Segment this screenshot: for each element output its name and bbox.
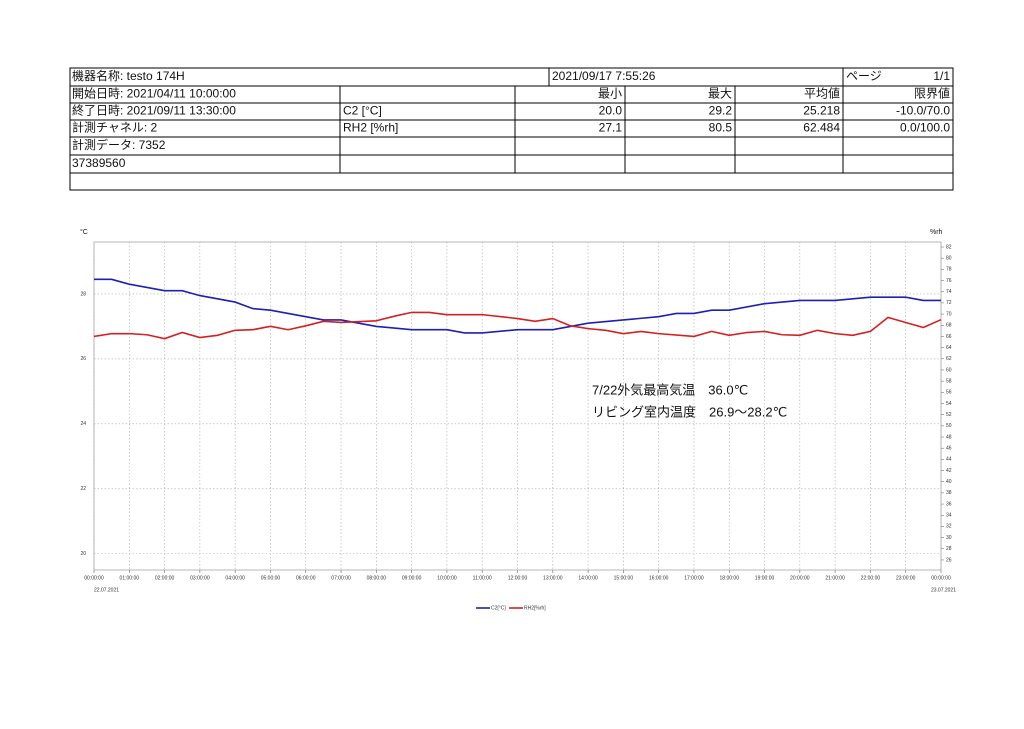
y2-tick-label: 44 bbox=[946, 457, 952, 463]
y2-tick-label: 76 bbox=[946, 278, 952, 284]
y2-tick-label: 80 bbox=[946, 256, 952, 262]
y2-tick-label: 48 bbox=[946, 434, 952, 440]
x-tick-label: 00:00:00 bbox=[931, 575, 951, 581]
x-tick-label: 16:00:00 bbox=[649, 575, 669, 581]
x-tick-label: 08:00:00 bbox=[367, 575, 387, 581]
page-label: ページ bbox=[846, 69, 882, 83]
series-line bbox=[93, 311, 942, 340]
x-tick-label: 05:00:00 bbox=[261, 575, 281, 581]
info-cell: 計測データ: 7352 bbox=[72, 137, 166, 152]
y2-tick-label: 36 bbox=[946, 501, 952, 507]
channel-min: 27.1 bbox=[599, 121, 623, 135]
column-header: 最小 bbox=[598, 87, 622, 101]
y2-tick-label: 82 bbox=[946, 244, 952, 250]
y2-tick-label: 78 bbox=[946, 267, 952, 273]
x-tick-label: 01:00:00 bbox=[120, 575, 140, 581]
y2-tick-label: 30 bbox=[946, 535, 952, 541]
annotation: リビング室内温度 26.9～28.2℃ bbox=[592, 404, 787, 419]
y2-tick-label: 58 bbox=[946, 378, 952, 384]
x-tick-label: 11:00:00 bbox=[473, 575, 492, 581]
x-tick-label: 12:00:00 bbox=[508, 575, 528, 581]
x-tick-label: 17:00:00 bbox=[684, 575, 704, 581]
x-tick-label: 06:00:00 bbox=[296, 575, 316, 581]
channel-max: 80.5 bbox=[709, 121, 733, 135]
channel-min: 20.0 bbox=[599, 104, 623, 118]
info-cell: 37389560 bbox=[72, 156, 126, 170]
y2-tick-label: 54 bbox=[946, 401, 952, 407]
channel-name: C2 [°C] bbox=[343, 104, 382, 118]
y2-tick-label: 66 bbox=[946, 334, 952, 340]
x-tick-label: 10:00:00 bbox=[437, 575, 457, 581]
x-tick-label: 03:00:00 bbox=[190, 575, 210, 581]
y2-tick-label: 38 bbox=[946, 490, 952, 496]
series-line bbox=[94, 278, 941, 334]
x-tick-label: 21:00:00 bbox=[825, 575, 845, 581]
page-number: 1/1 bbox=[933, 69, 950, 83]
start-date: 22.07.2021 bbox=[94, 587, 119, 593]
x-tick-label: 13:00:00 bbox=[543, 575, 563, 581]
y2-tick-label: 60 bbox=[946, 367, 952, 373]
column-header: 限界値 bbox=[914, 86, 950, 101]
x-tick-label: 02:00:00 bbox=[155, 575, 175, 581]
annotation: 7/22外気最高気温 36.0℃ bbox=[592, 382, 748, 397]
y2-tick-label: 70 bbox=[946, 311, 952, 317]
x-tick-label: 19:00:00 bbox=[755, 575, 775, 581]
y2-tick-label: 50 bbox=[946, 423, 952, 429]
x-tick-label: 23:00:00 bbox=[896, 575, 916, 581]
x-tick-label: 00:00:00 bbox=[84, 575, 104, 581]
y2-tick-label: 74 bbox=[946, 289, 952, 295]
y2-tick-label: 56 bbox=[946, 390, 952, 396]
x-tick-label: 09:00:00 bbox=[402, 575, 422, 581]
y2-tick-label: 46 bbox=[946, 446, 952, 452]
legend-label: RH2[%rh] bbox=[524, 605, 546, 611]
x-tick-label: 22:00:00 bbox=[861, 575, 881, 581]
x-tick-label: 07:00:00 bbox=[331, 575, 351, 581]
channel-avg: 62.484 bbox=[803, 121, 840, 135]
end-date: 23.07.2021 bbox=[931, 587, 956, 593]
y2-tick-label: 26 bbox=[946, 557, 952, 563]
device-name: 機器名称: testo 174H bbox=[72, 68, 185, 83]
y2-tick-label: 42 bbox=[946, 468, 952, 474]
x-tick-label: 15:00:00 bbox=[614, 575, 634, 581]
table-frame bbox=[69, 67, 954, 191]
y2-unit: %rh bbox=[930, 229, 943, 236]
column-header: 最大 bbox=[708, 87, 732, 101]
y2-tick-label: 52 bbox=[946, 412, 952, 418]
y-tick-label: 26 bbox=[80, 356, 86, 362]
column-header: 平均値 bbox=[804, 86, 840, 101]
y-unit: °C bbox=[80, 228, 88, 236]
y-tick-label: 24 bbox=[80, 421, 86, 427]
channel-name: RH2 [%rh] bbox=[343, 121, 398, 135]
y2-tick-label: 40 bbox=[946, 479, 952, 485]
x-tick-label: 14:00:00 bbox=[578, 575, 598, 581]
y2-tick-label: 62 bbox=[946, 356, 952, 362]
printed-date: 2021/09/17 7:55:26 bbox=[552, 69, 656, 83]
channel-limit: -10.0/70.0 bbox=[896, 104, 950, 118]
x-tick-label: 04:00:00 bbox=[225, 575, 245, 581]
y2-tick-label: 72 bbox=[946, 300, 952, 306]
x-tick-label: 20:00:00 bbox=[790, 575, 810, 581]
y2-tick-label: 68 bbox=[946, 323, 952, 329]
channel-limit: 0.0/100.0 bbox=[900, 121, 950, 135]
channel-max: 29.2 bbox=[709, 104, 733, 118]
y-tick-label: 20 bbox=[80, 551, 86, 557]
y2-tick-label: 32 bbox=[946, 524, 952, 530]
channel-avg: 25.218 bbox=[803, 104, 840, 118]
y2-tick-label: 28 bbox=[946, 546, 952, 552]
y-tick-label: 22 bbox=[80, 486, 86, 492]
info-cell: 開始日時: 2021/04/11 10:00:00 bbox=[72, 87, 236, 101]
x-tick-label: 18:00:00 bbox=[720, 575, 740, 581]
y2-tick-label: 64 bbox=[946, 345, 952, 351]
y-tick-label: 28 bbox=[80, 291, 86, 297]
y2-tick-label: 34 bbox=[946, 513, 952, 519]
info-cell: 計測チャネル: 2 bbox=[72, 120, 158, 135]
legend-label: C2[°C] bbox=[491, 605, 506, 611]
info-cell: 終了日時: 2021/09/11 13:30:00 bbox=[72, 103, 236, 118]
